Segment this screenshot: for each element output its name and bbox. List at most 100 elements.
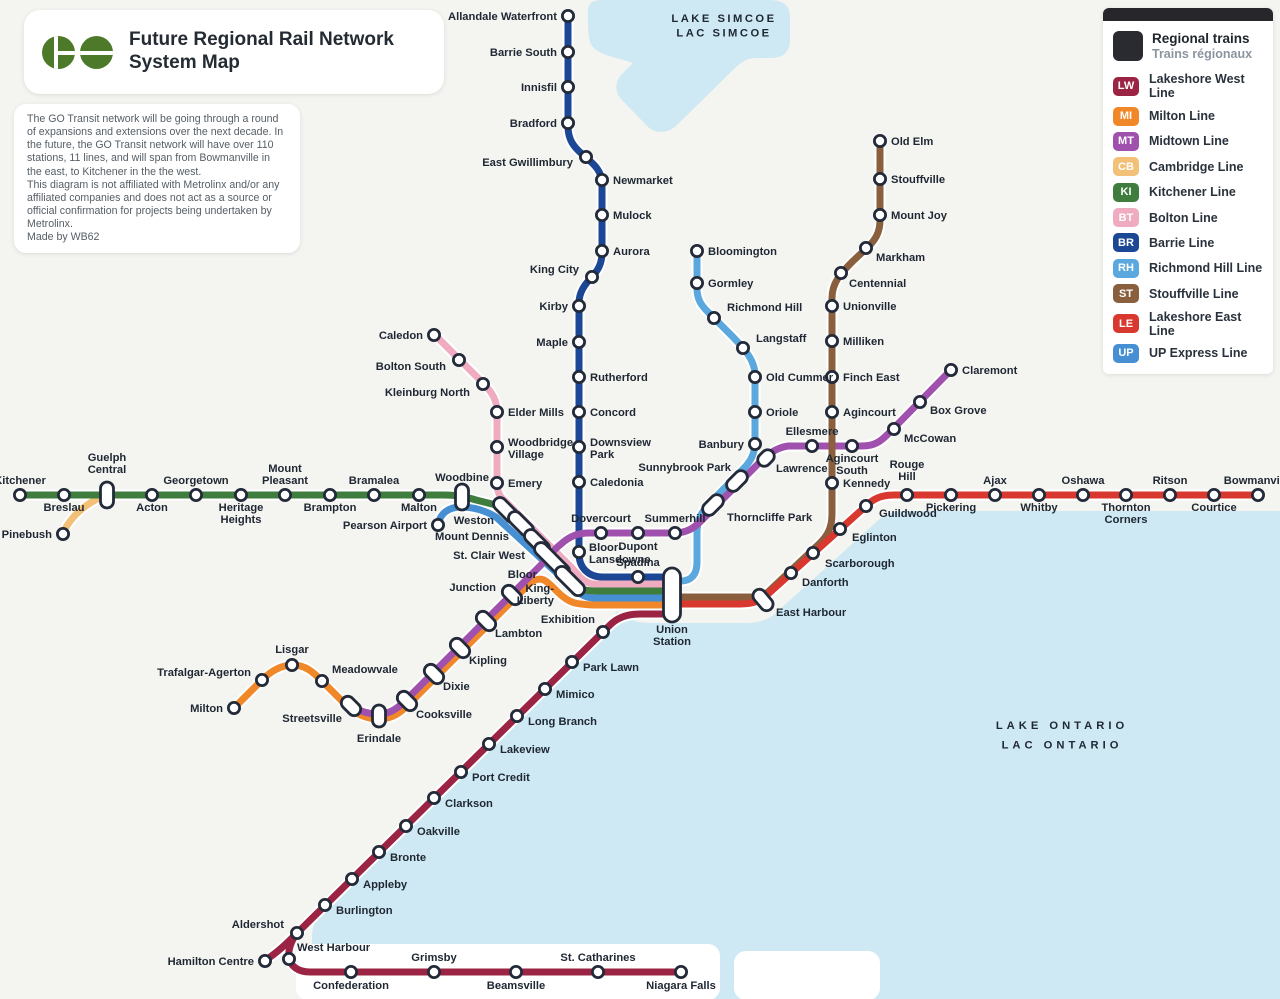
station-marker <box>596 625 611 640</box>
station-label: Erindale <box>357 733 401 745</box>
station-marker <box>887 421 902 436</box>
station-marker <box>756 448 776 468</box>
station-marker <box>572 298 587 313</box>
station-marker <box>561 45 576 60</box>
station-label: Brampton <box>304 502 357 514</box>
train-icon <box>1113 31 1143 61</box>
station-label: Appleby <box>363 879 408 891</box>
line-label: Midtown Line <box>1149 134 1229 149</box>
rail-line-rh <box>677 245 759 585</box>
station-label: Kitchener <box>0 475 46 487</box>
station-marker <box>430 518 445 533</box>
station-label: Woodbridge Village <box>508 437 573 461</box>
line-label: Kitchener Line <box>1149 185 1236 200</box>
station-label: Park Lawn <box>583 662 639 674</box>
station-label: Lakeview <box>500 744 550 756</box>
go-logo-g <box>42 35 75 69</box>
water-label-en: LAKE ONTARIO <box>996 720 1128 732</box>
station-marker <box>474 609 498 633</box>
station-marker <box>489 475 504 490</box>
station-marker <box>873 207 888 222</box>
station-label: East Gwillimbury <box>482 157 574 169</box>
station-marker <box>1207 487 1222 502</box>
station-marker <box>226 701 241 716</box>
station-label: Maple <box>536 337 568 349</box>
legend-item-rh: RH Richmond Hill Line <box>1103 256 1273 281</box>
station-marker <box>12 487 27 502</box>
line-label: Bolton Line <box>1149 210 1218 225</box>
station-marker <box>690 243 705 258</box>
station-label: Thornton Corners <box>1101 502 1150 526</box>
station-label: Bloor <box>508 569 538 581</box>
station-marker <box>561 80 576 95</box>
go-logo-o <box>80 35 113 69</box>
station-marker <box>426 965 441 980</box>
station-marker <box>825 298 840 313</box>
station-label: Whitby <box>1020 502 1058 514</box>
station-marker <box>988 487 1003 502</box>
station-label: Danforth <box>802 577 849 589</box>
station-marker <box>784 566 799 581</box>
station-label: Long Branch <box>528 716 597 728</box>
line-badge: MT <box>1113 131 1139 151</box>
station-label: Summerhill <box>645 513 706 525</box>
station-marker <box>859 498 874 513</box>
station-marker <box>481 737 496 752</box>
station-label: Old Elm <box>891 136 933 148</box>
station-marker <box>585 269 600 284</box>
station-marker <box>751 587 775 613</box>
rail-line-up <box>434 503 669 602</box>
line-badge: BR <box>1113 233 1139 253</box>
station-label: Courtice <box>1191 502 1236 514</box>
station-marker <box>314 674 329 689</box>
station-marker <box>426 327 441 342</box>
line-label: UP Express Line <box>1149 346 1248 361</box>
station-label: Heritage Heights <box>219 502 264 526</box>
station-label: Rutherford <box>590 372 648 384</box>
station-label: Centennial <box>849 278 906 290</box>
water-label-fr: LAC ONTARIO <box>1002 740 1123 752</box>
station-label: Guildwood <box>879 508 937 520</box>
station-marker <box>725 469 749 493</box>
station-label: Oakville <box>417 826 460 838</box>
station-label: West Harbour <box>297 942 371 954</box>
station-marker <box>1076 487 1091 502</box>
station-label: Niagara Falls <box>646 980 716 992</box>
station-label: Guelph Central <box>88 452 127 476</box>
station-label: Pearson Airport <box>343 520 427 532</box>
station-label: Kennedy <box>843 478 891 490</box>
station-marker <box>913 394 928 409</box>
legend-subtitle: Trains régionaux <box>1152 46 1253 61</box>
station-label: Dixie <box>443 681 470 693</box>
title-card: Future Regional Rail Network System Map <box>24 10 444 94</box>
station-label: Lisgar <box>275 644 309 656</box>
station-label: Caledonia <box>590 477 644 489</box>
station-label: Cooksville <box>416 709 472 721</box>
line-badge: LE <box>1113 314 1139 334</box>
legend-title: Regional trains <box>1152 31 1250 47</box>
station-marker <box>454 482 470 512</box>
station-marker <box>825 333 840 348</box>
station-label: Ajax <box>983 475 1007 487</box>
station-label: Mount Pleasant <box>262 463 308 487</box>
water-label: LAKE ONTARIO LAC ONTARIO <box>996 720 1128 752</box>
station-marker <box>579 149 594 164</box>
station-marker <box>595 172 610 187</box>
station-marker <box>631 526 646 541</box>
station-label: Richmond Hill <box>727 302 802 314</box>
station-label: Kirby <box>539 301 568 313</box>
legend-item-mt: MT Midtown Line <box>1103 129 1273 154</box>
line-badge: KI <box>1113 182 1139 202</box>
line-badge: ST <box>1113 284 1139 304</box>
page-title: Future Regional Rail Network System Map <box>129 29 394 75</box>
station-label: Mount Dennis <box>435 531 509 543</box>
legend-item-bt: BT Bolton Line <box>1103 205 1273 230</box>
station-label: Milliken <box>843 336 884 348</box>
station-label: Beamsville <box>487 980 545 992</box>
station-marker <box>317 898 332 913</box>
station-marker <box>426 791 441 806</box>
station-labels: Allandale Waterfront Barrie South Innisfil… <box>0 11 1280 992</box>
stations <box>12 8 1266 980</box>
legend-top-bar <box>1103 8 1273 21</box>
